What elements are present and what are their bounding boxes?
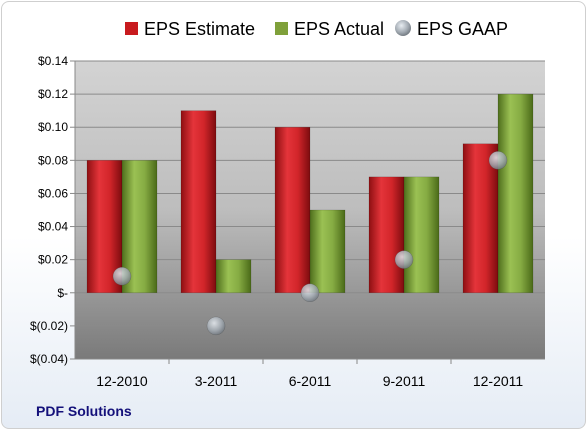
bar-estimate: [368, 176, 405, 294]
bar-actual: [215, 259, 252, 294]
bar-estimate: [274, 126, 311, 294]
gaap-markers: [112, 151, 508, 336]
bar-estimate: [462, 143, 499, 294]
legend-swatch-gaap: [395, 20, 411, 36]
gaap-marker: [394, 250, 414, 269]
x-tick-label: 3-2011: [195, 373, 238, 389]
legend-label-estimate: EPS Estimate: [144, 19, 255, 39]
legend-label-actual: EPS Actual: [294, 19, 384, 39]
y-tick-label: $-: [57, 286, 68, 300]
y-tick-label: $0.14: [38, 54, 68, 68]
gaap-marker: [112, 266, 132, 286]
y-tick-label: $0.08: [38, 153, 68, 167]
y-tick-label: $0.10: [38, 120, 68, 134]
x-tick-label: 6-2011: [289, 373, 332, 389]
y-tick-label: $0.04: [38, 220, 68, 234]
x-tick-label: 12-2010: [96, 373, 148, 389]
bar-estimate: [180, 110, 217, 294]
legend: EPS Estimate EPS Actual EPS GAAP: [125, 19, 508, 39]
y-tick-label: $0.12: [38, 87, 68, 101]
y-tick-label: $(0.04): [30, 352, 68, 366]
y-tick-label: $(0.02): [30, 319, 68, 333]
bar-actual: [403, 176, 440, 294]
y-axis: $0.14 $0.12 $0.10 $0.08 $0.06 $0.04 $0.02 $- $(0…: [30, 54, 76, 366]
y-tick-label: $0.02: [38, 253, 68, 267]
gaap-marker: [300, 283, 320, 303]
bars: [86, 93, 534, 294]
legend-label-gaap: EPS GAAP: [417, 19, 508, 39]
gaap-marker: [488, 151, 508, 170]
legend-swatch-actual: [275, 22, 288, 35]
bar-actual: [309, 209, 346, 294]
company-name: PDF Solutions: [36, 403, 132, 419]
x-axis: 12-2010 3-2011 6-2011 9-2011 12-2011: [75, 358, 545, 389]
y-tick-label: $0.06: [38, 186, 68, 200]
gaap-marker: [206, 316, 226, 336]
x-tick-label: 9-2011: [383, 373, 426, 389]
bar-actual: [497, 93, 534, 294]
x-tick-label: 12-2011: [473, 373, 524, 389]
legend-swatch-estimate: [125, 22, 138, 35]
